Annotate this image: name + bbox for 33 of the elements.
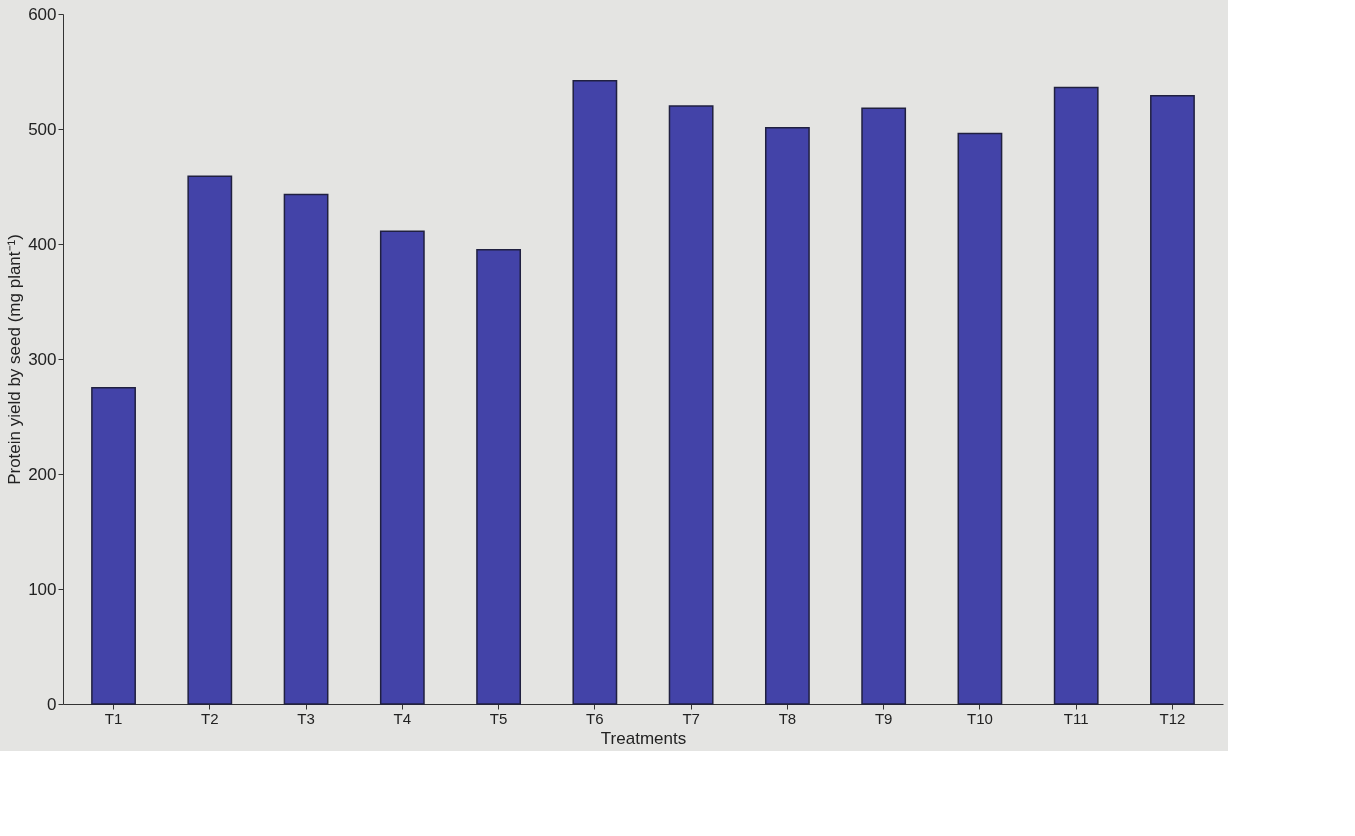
x-tick-label: T12: [1159, 709, 1186, 727]
bar: [1053, 86, 1099, 705]
y-tick-label: 0: [47, 694, 57, 714]
y-tick-label: 200: [28, 464, 57, 484]
y-tick-label: 300: [28, 349, 57, 369]
bar: [957, 132, 1003, 705]
y-tick-label: 500: [28, 119, 57, 139]
bar: [572, 79, 618, 705]
bar: [764, 127, 810, 705]
x-tick-label: T11: [1063, 709, 1089, 727]
x-tick-label: T8: [778, 709, 797, 727]
y-tick-label: 100: [28, 579, 57, 599]
bar: [476, 249, 522, 705]
x-tick-label: T2: [201, 709, 219, 727]
x-tick-label: T7: [682, 709, 700, 727]
x-tick-label: T5: [489, 709, 508, 727]
bar: [91, 387, 136, 705]
x-tick-label: T9: [874, 709, 893, 727]
bar: [187, 175, 233, 705]
bar: [861, 107, 907, 705]
y-tick-label: 400: [28, 234, 57, 254]
bar: [1150, 94, 1195, 705]
x-tick-label: T3: [297, 709, 315, 727]
bar: [283, 193, 329, 705]
x-tick-label: T6: [586, 709, 604, 727]
bar: [379, 230, 425, 705]
x-tick-label: T10: [967, 709, 993, 727]
x-tick-label: T1: [104, 709, 123, 727]
y-axis-title: Protein yield by seed (mg plant⁻¹): [5, 234, 25, 485]
x-tick-label: T4: [393, 709, 412, 727]
y-tick-label: 600: [28, 4, 57, 24]
x-axis-title: Treatments: [600, 728, 687, 748]
bar: [668, 105, 714, 705]
